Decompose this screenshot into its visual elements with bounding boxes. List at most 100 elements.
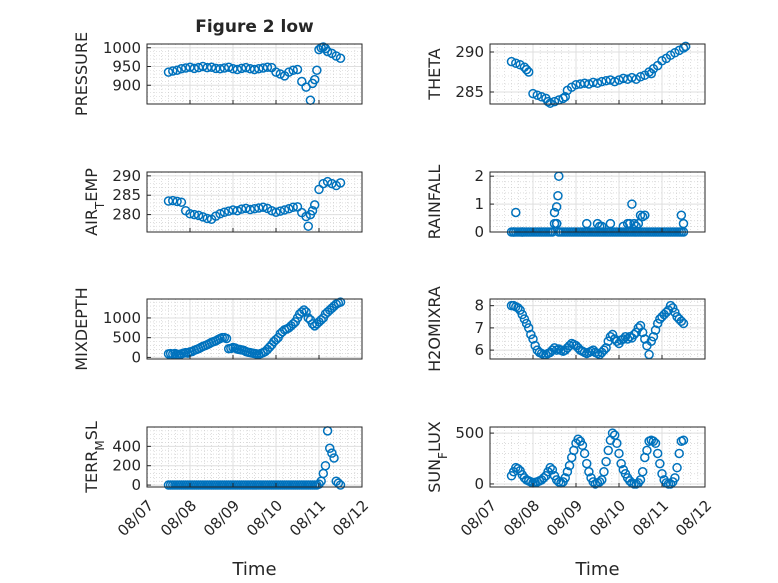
data-point xyxy=(275,206,286,216)
data-point xyxy=(549,207,560,218)
series-mixdepth xyxy=(163,297,346,360)
series-sunflux xyxy=(506,428,689,489)
data-point xyxy=(622,334,633,344)
data-point xyxy=(327,448,337,458)
data-point xyxy=(271,207,281,218)
y-tick-label: 6 xyxy=(474,341,484,359)
data-point xyxy=(642,445,652,456)
axes-box xyxy=(146,298,363,360)
series-air_temp xyxy=(163,176,346,231)
data-point xyxy=(637,327,648,338)
data-point xyxy=(646,68,656,79)
data-point xyxy=(584,467,594,477)
y-axis-label: AIRTEMP xyxy=(82,168,107,236)
data-point xyxy=(648,332,659,342)
data-point xyxy=(631,327,641,338)
data-point xyxy=(597,221,607,232)
data-point xyxy=(579,448,590,459)
y-tick-label: 2 xyxy=(474,167,484,185)
series-terr_msl xyxy=(163,426,346,490)
data-point xyxy=(650,325,661,335)
y-tick-label: 0 xyxy=(131,476,141,494)
x-tick-label: 08/12 xyxy=(329,497,372,540)
data-point xyxy=(657,469,667,479)
axes-box xyxy=(489,426,706,488)
data-point xyxy=(288,202,298,212)
data-point xyxy=(612,438,622,449)
x-tick-label: 08/07 xyxy=(457,497,500,540)
data-point xyxy=(605,218,616,229)
data-point xyxy=(562,467,573,477)
y-tick-label: 285 xyxy=(112,186,141,204)
data-point xyxy=(543,96,553,107)
data-point xyxy=(560,473,570,483)
y-tick-label: 950 xyxy=(112,58,141,76)
data-point xyxy=(513,463,523,474)
data-point xyxy=(193,210,204,221)
data-point xyxy=(301,307,311,317)
y-axis-label: RAINFALL xyxy=(425,165,444,240)
data-point xyxy=(601,343,611,353)
data-point xyxy=(284,204,294,214)
axes-box xyxy=(146,171,363,233)
panel-sunflux: 0 500 SUNFLUX 08/07 08/08 08/09 08/10 08/11 08/1… xyxy=(425,421,715,580)
data-point xyxy=(532,90,543,100)
data-point xyxy=(631,221,641,232)
data-point xyxy=(506,56,517,67)
data-point xyxy=(551,218,562,229)
data-point xyxy=(678,318,689,329)
data-point xyxy=(560,92,570,102)
data-point xyxy=(521,318,532,329)
data-point xyxy=(292,64,303,75)
data-point xyxy=(599,345,609,355)
y-tick-label: 290 xyxy=(455,43,484,61)
data-point xyxy=(335,480,346,490)
data-point xyxy=(168,66,178,76)
data-point xyxy=(309,200,320,210)
y-tick-label: 290 xyxy=(112,167,141,185)
data-point xyxy=(558,93,568,104)
data-point xyxy=(528,334,538,344)
x-tick-label: 08/07 xyxy=(114,497,157,540)
y-tick-label: 0 xyxy=(474,475,484,493)
data-point xyxy=(655,458,665,469)
data-point xyxy=(307,319,318,329)
data-point xyxy=(299,305,309,315)
data-point xyxy=(325,443,335,454)
data-point xyxy=(511,58,521,68)
data-point xyxy=(635,72,646,82)
data-point xyxy=(637,211,648,222)
data-point xyxy=(652,318,663,329)
data-point xyxy=(329,453,339,463)
data-point xyxy=(254,64,264,74)
data-point xyxy=(573,434,583,444)
data-point xyxy=(523,323,534,333)
y-tick-label: 7 xyxy=(474,319,484,337)
panel-theta: 285 290 THETA xyxy=(425,41,706,108)
y-tick-label: 400 xyxy=(112,437,141,455)
data-point xyxy=(553,190,563,201)
data-point xyxy=(517,309,527,320)
x-tick-label: 08/10 xyxy=(586,497,629,540)
data-point xyxy=(646,336,656,346)
y-tick-label: 500 xyxy=(455,424,484,442)
data-point xyxy=(519,314,530,324)
data-point xyxy=(650,438,661,449)
data-point xyxy=(674,448,684,459)
data-point xyxy=(672,462,682,473)
data-point xyxy=(249,64,260,75)
data-point xyxy=(607,329,618,340)
y-tick-label: 0 xyxy=(474,223,484,241)
data-point xyxy=(551,202,562,212)
series-pressure xyxy=(163,42,346,105)
data-point xyxy=(652,448,663,459)
data-point xyxy=(607,428,618,438)
data-point xyxy=(627,199,637,209)
data-point xyxy=(221,333,232,344)
y-axis-label: PRESSURE xyxy=(72,32,91,116)
x-tick-label: 08/11 xyxy=(286,497,329,540)
panel-h2omixra: 6 7 8 H2OMIXRA xyxy=(425,286,706,372)
